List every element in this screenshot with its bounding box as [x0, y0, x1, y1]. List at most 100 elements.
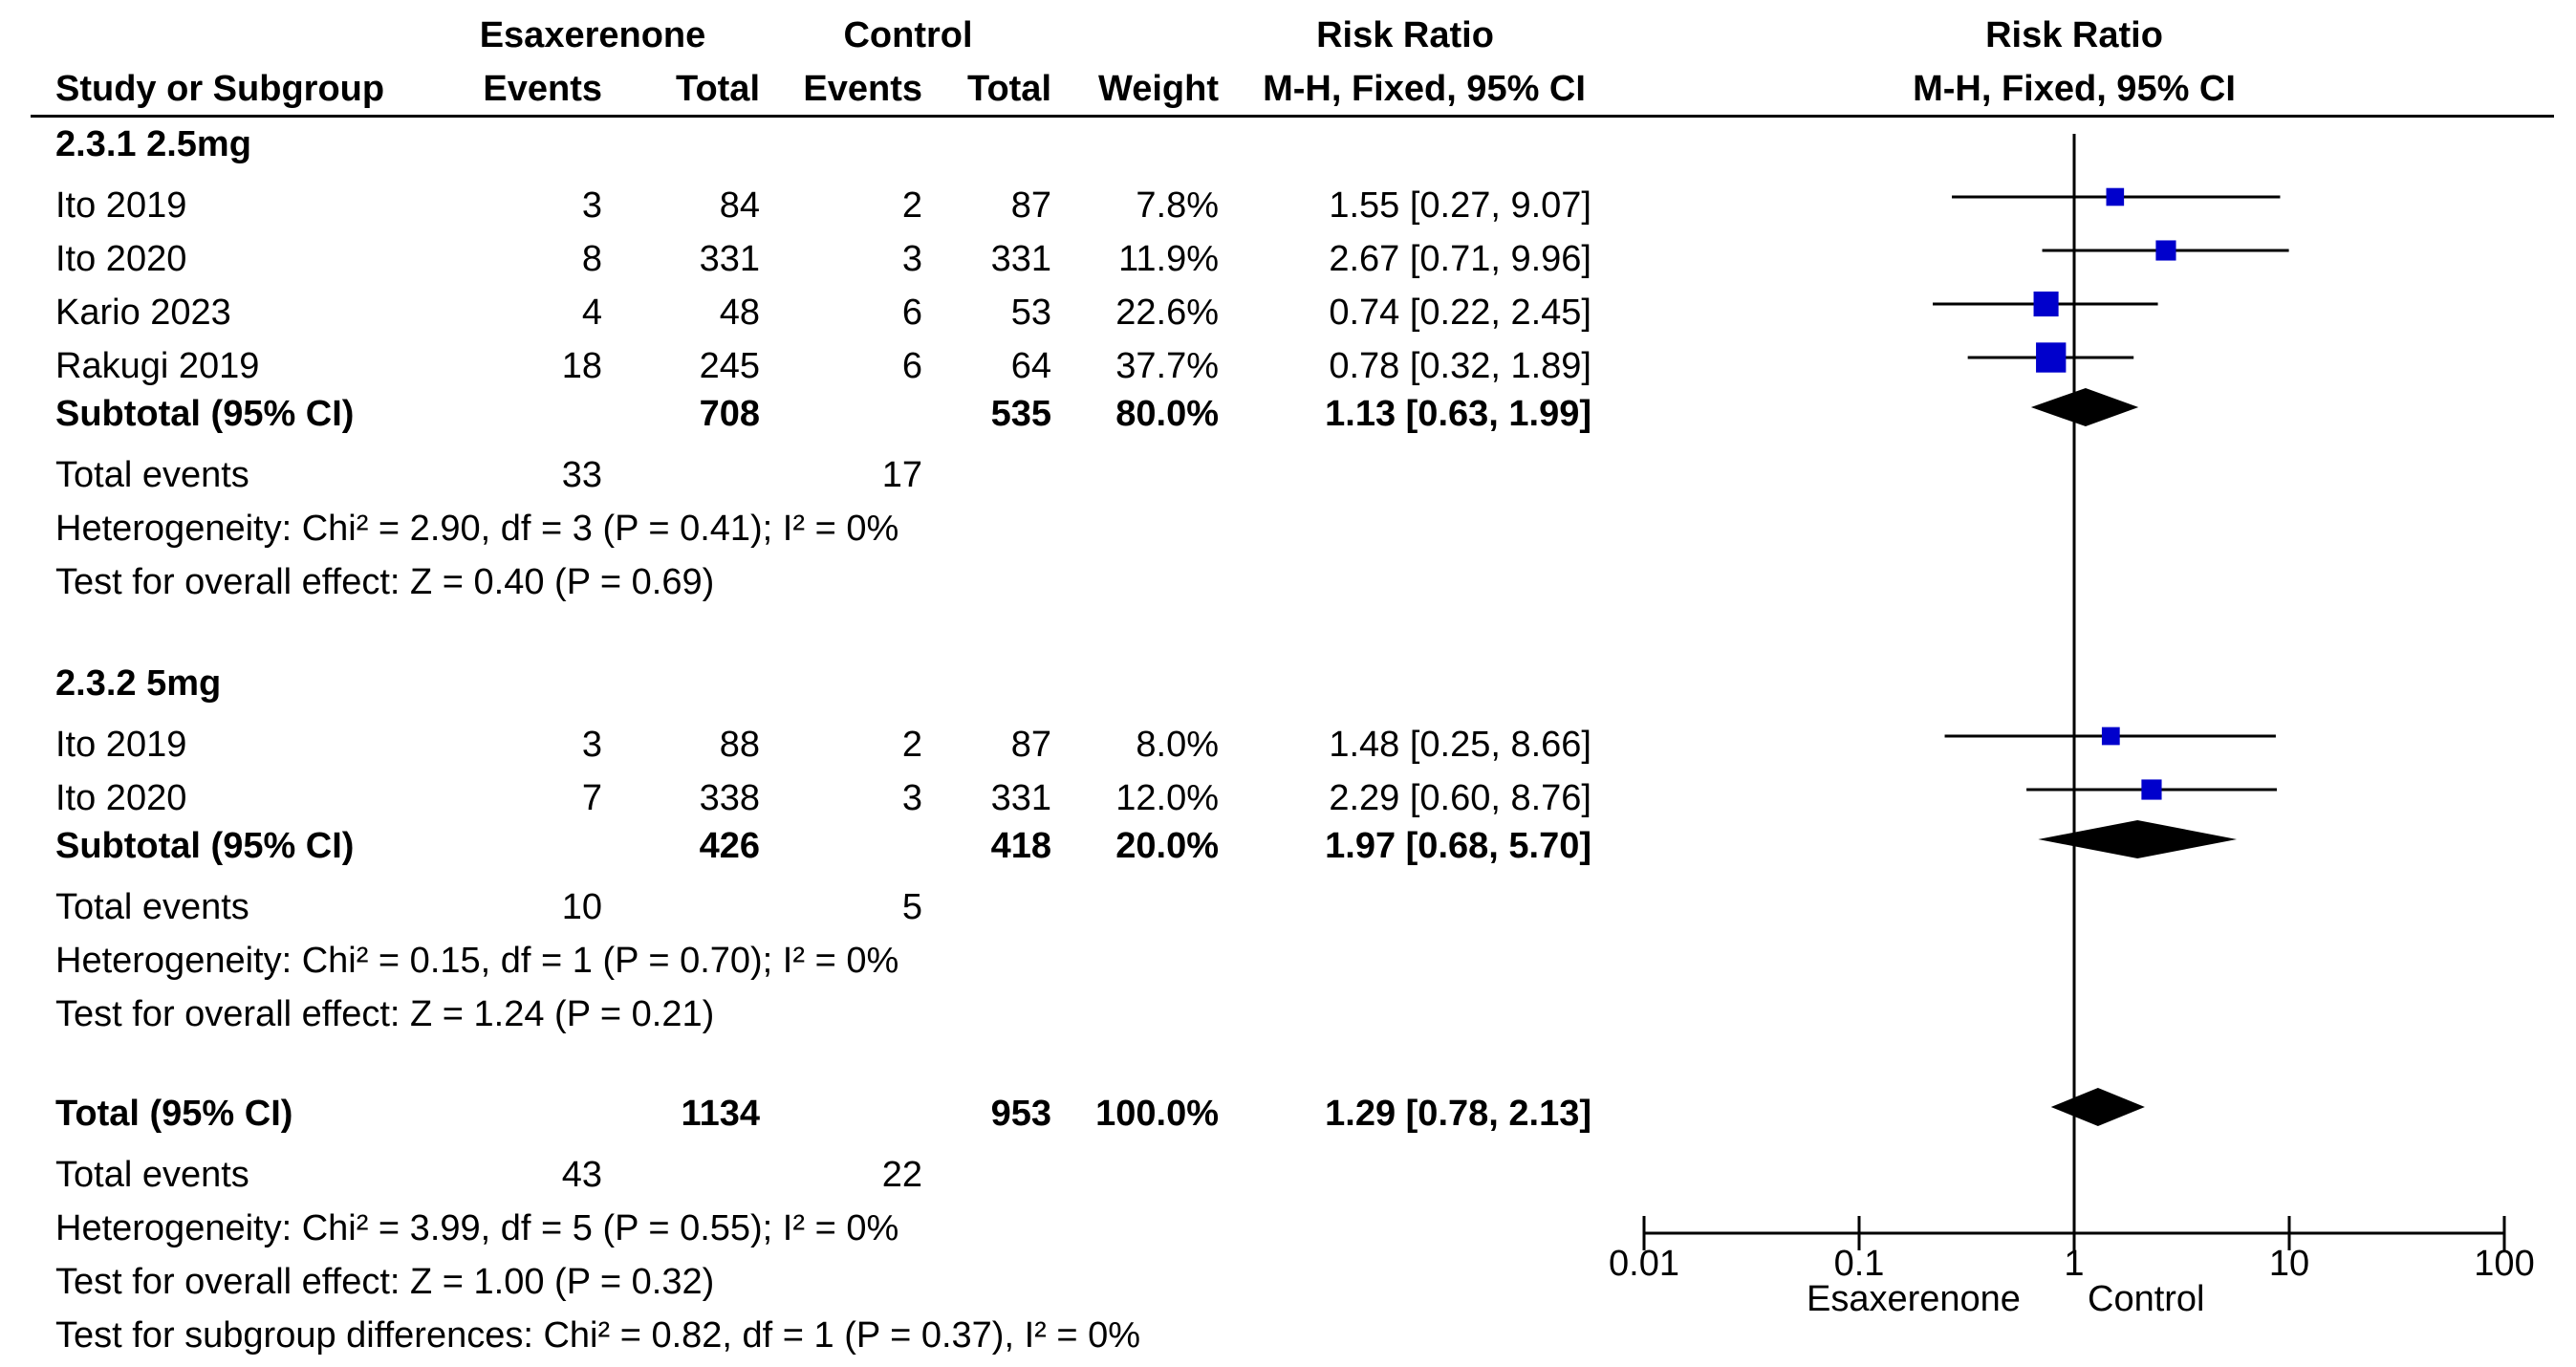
- study-point-marker: [2036, 342, 2067, 373]
- total2-value: 87: [1010, 725, 1051, 765]
- risk-ratio-ci: 0.74 [0.22, 2.45]: [1329, 293, 1591, 333]
- risk-ratio-ci: 2.29 [0.60, 8.76]: [1329, 778, 1591, 818]
- study-name: Rakugi 2019: [55, 346, 260, 386]
- total1-value: 338: [699, 778, 760, 818]
- events2-value: 2: [901, 185, 922, 226]
- heterogeneity-text: Heterogeneity: Chi² = 2.90, df = 3 (P = …: [55, 509, 899, 549]
- weight-value: 12.0%: [1115, 778, 1219, 818]
- study-point-marker: [2106, 187, 2125, 206]
- subtotal-label: Subtotal (95% CI): [55, 394, 355, 434]
- total1-header: Total: [676, 69, 760, 109]
- subtotal-label: Subtotal (95% CI): [55, 826, 355, 866]
- total1-value: 708: [699, 394, 760, 434]
- risk-ratio-ci: 1.13 [0.63, 1.99]: [1325, 394, 1591, 434]
- pooled-estimate-diamond: [2030, 388, 2139, 426]
- events1-value: 43: [561, 1155, 602, 1195]
- weight-value: 37.7%: [1115, 346, 1219, 386]
- total-events-label: Total events: [55, 1155, 249, 1195]
- risk-ratio-header-right: Risk Ratio: [1985, 15, 2163, 55]
- method-header-left: M-H, Fixed, 95% CI: [1263, 69, 1586, 109]
- events2-value: 3: [901, 778, 922, 818]
- events2-value: 5: [901, 887, 922, 927]
- total2-value: 953: [990, 1094, 1051, 1134]
- method-header-right: M-H, Fixed, 95% CI: [1913, 69, 2236, 109]
- risk-ratio-ci: 1.55 [0.27, 9.07]: [1329, 185, 1591, 226]
- events2-value: 6: [901, 293, 922, 333]
- total-events-label: Total events: [55, 455, 249, 495]
- group2-header: Control: [843, 15, 973, 55]
- total-events-label: Total events: [55, 887, 249, 927]
- total2-value: 331: [990, 778, 1051, 818]
- risk-ratio-ci: 1.48 [0.25, 8.66]: [1329, 725, 1591, 765]
- total1-value: 426: [699, 826, 760, 866]
- total-label: Total (95% CI): [55, 1094, 293, 1134]
- events1-value: 10: [561, 887, 602, 927]
- heterogeneity-text: Heterogeneity: Chi² = 0.15, df = 1 (P = …: [55, 941, 899, 981]
- total2-value: 87: [1010, 185, 1051, 226]
- x-tick-label: 0.01: [1609, 1244, 1679, 1284]
- risk-ratio-header-left: Risk Ratio: [1316, 15, 1494, 55]
- weight-value: 22.6%: [1115, 293, 1219, 333]
- risk-ratio-ci: 1.97 [0.68, 5.70]: [1325, 826, 1591, 866]
- weight-value: 100.0%: [1095, 1094, 1219, 1134]
- x-tick-label: 100: [2474, 1244, 2534, 1284]
- events1-value: 8: [581, 239, 602, 279]
- events1-value: 18: [561, 346, 602, 386]
- risk-ratio-ci: 0.78 [0.32, 1.89]: [1329, 346, 1591, 386]
- total1-value: 245: [699, 346, 760, 386]
- events1-value: 7: [581, 778, 602, 818]
- overall-effect-text: Test for overall effect: Z = 1.00 (P = 0…: [55, 1262, 715, 1302]
- subgroup-title: 2.3.2 5mg: [55, 663, 222, 704]
- events2-value: 17: [881, 455, 922, 495]
- events1-value: 3: [581, 725, 602, 765]
- total2-value: 53: [1010, 293, 1051, 333]
- events1-value: 33: [561, 455, 602, 495]
- events2-value: 6: [901, 346, 922, 386]
- events2-value: 3: [901, 239, 922, 279]
- subgroup-title: 2.3.1 2.5mg: [55, 124, 251, 164]
- weight-value: 20.0%: [1115, 826, 1219, 866]
- total1-value: 48: [719, 293, 760, 333]
- group1-header: Esaxerenone: [479, 15, 706, 55]
- events1-value: 3: [581, 185, 602, 226]
- total2-value: 418: [990, 826, 1051, 866]
- study-markers: [1933, 187, 2289, 1126]
- events2-header: Events: [803, 69, 922, 109]
- study-column-header: Study or Subgroup: [55, 69, 385, 109]
- weight-value: 7.8%: [1136, 185, 1219, 226]
- events2-value: 22: [881, 1155, 922, 1195]
- overall-effect-text: Test for overall effect: Z = 0.40 (P = 0…: [55, 562, 715, 602]
- study-name: Ito 2020: [55, 239, 187, 279]
- study-point-marker: [2033, 291, 2059, 317]
- risk-ratio-ci: 1.29 [0.78, 2.13]: [1325, 1094, 1591, 1134]
- events1-header: Events: [483, 69, 602, 109]
- study-point-marker: [2101, 727, 2120, 746]
- pooled-estimate-diamond: [2038, 820, 2238, 858]
- study-name: Ito 2019: [55, 725, 187, 765]
- subgroup-differences-text: Test for subgroup differences: Chi² = 0.…: [55, 1315, 1141, 1356]
- total2-value: 535: [990, 394, 1051, 434]
- study-name: Kario 2023: [55, 293, 231, 333]
- events2-value: 2: [901, 725, 922, 765]
- study-name: Ito 2020: [55, 778, 187, 818]
- weight-value: 8.0%: [1136, 725, 1219, 765]
- favours-control-label: Control: [2088, 1279, 2205, 1319]
- weight-value: 11.9%: [1118, 239, 1219, 279]
- events1-value: 4: [581, 293, 602, 333]
- weight-header: Weight: [1098, 69, 1219, 109]
- weight-value: 80.0%: [1115, 394, 1219, 434]
- total1-value: 331: [699, 239, 760, 279]
- x-tick-label: 10: [2269, 1244, 2309, 1284]
- total1-value: 88: [719, 725, 760, 765]
- study-point-marker: [2141, 779, 2162, 800]
- overall-effect-text: Test for overall effect: Z = 1.24 (P = 0…: [55, 994, 715, 1034]
- pooled-estimate-diamond: [2050, 1088, 2145, 1126]
- study-point-marker: [2155, 240, 2176, 261]
- x-tick-label: 0.1: [1834, 1244, 1885, 1284]
- header-rule: [31, 115, 2554, 118]
- favours-esaxerenone-label: Esaxerenone: [1807, 1279, 2021, 1319]
- study-name: Ito 2019: [55, 185, 187, 226]
- total1-value: 1134: [681, 1094, 760, 1134]
- x-axis: 0.01 0.1 1 10 100: [1609, 1216, 2535, 1284]
